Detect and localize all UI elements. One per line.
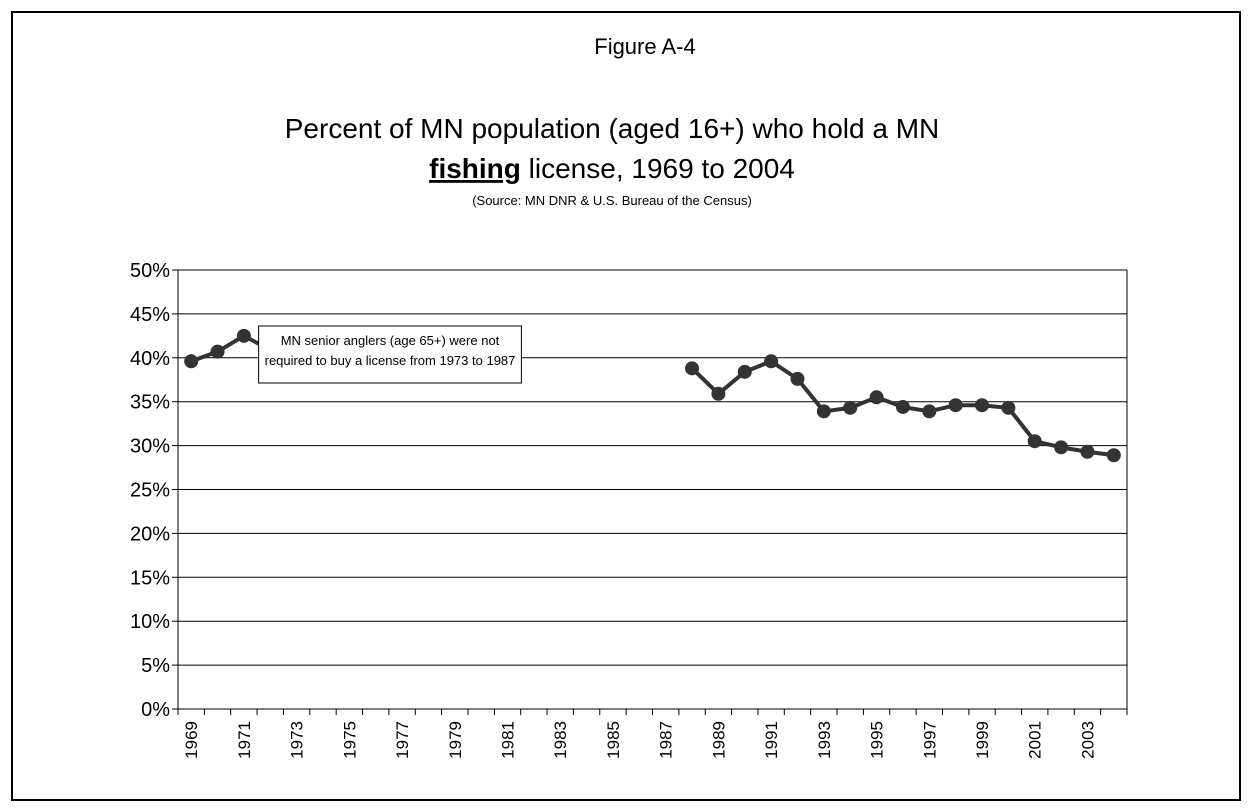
x-tick-label: 1991: [762, 721, 781, 759]
data-point: [895, 399, 910, 414]
data-point: [737, 364, 752, 379]
y-tick-label: 20%: [130, 523, 170, 545]
title-rest: license, 1969 to 2004: [521, 153, 795, 184]
annotation-text: MN senior anglers (age 65+) were not: [281, 333, 500, 348]
x-tick-label: 1979: [446, 721, 465, 759]
x-tick-label: 1977: [393, 721, 412, 759]
data-point: [1080, 444, 1095, 459]
data-point: [236, 328, 251, 343]
data-point: [1027, 434, 1042, 449]
data-point: [711, 386, 726, 401]
y-tick-label: 15%: [130, 567, 170, 589]
x-tick-label: 1995: [868, 721, 887, 759]
x-tick-label: 2001: [1026, 721, 1045, 759]
x-tick-label: 1993: [815, 721, 834, 759]
annotation-text: required to buy a license from 1973 to 1…: [265, 353, 516, 368]
x-tick-label: 1983: [551, 721, 570, 759]
data-point: [210, 344, 225, 359]
x-tick-label: 1981: [499, 721, 518, 759]
x-tick-label: 1999: [973, 721, 992, 759]
data-point: [1001, 400, 1016, 415]
x-tick-label: 1969: [182, 721, 201, 759]
y-tick-label: 25%: [130, 480, 170, 502]
data-point: [184, 354, 199, 369]
chart-title: Percent of MN population (aged 16+) who …: [285, 113, 940, 144]
x-tick-label: 1989: [709, 721, 728, 759]
annotation: MN senior anglers (age 65+) were not requ…: [258, 325, 522, 384]
y-tick-label: 45%: [130, 304, 170, 326]
data-point: [816, 404, 831, 419]
y-tick-label: 5%: [141, 655, 170, 677]
data-point: [869, 390, 884, 405]
annotation-box: [258, 325, 522, 384]
data-point: [975, 398, 990, 413]
x-tick-label: 1975: [340, 721, 359, 759]
data-point: [843, 400, 858, 415]
y-tick-label: 35%: [130, 392, 170, 414]
y-tick-label: 10%: [130, 611, 170, 633]
data-point: [1054, 440, 1069, 455]
data-point: [922, 404, 937, 419]
x-tick-label: 1985: [604, 721, 623, 759]
data-point: [948, 398, 963, 413]
x-tick-label: 1971: [235, 721, 254, 759]
y-tick-label: 40%: [130, 348, 170, 370]
data-point: [790, 371, 805, 386]
x-tick-label: 1997: [920, 721, 939, 759]
y-tick-label: 50%: [130, 260, 170, 282]
y-tick-label: 30%: [130, 436, 170, 458]
x-tick-label: 2003: [1078, 721, 1097, 759]
data-point: [764, 354, 779, 369]
data-point: [685, 361, 700, 376]
title-emphasis: fishing: [429, 153, 521, 184]
chart-title-line2: fishing license, 1969 to 2004: [429, 153, 795, 184]
x-tick-label: 1973: [288, 721, 307, 759]
data-point: [1106, 448, 1121, 463]
x-tick-label: 1987: [657, 721, 676, 759]
chart-subtitle: (Source: MN DNR & U.S. Bureau of the Cen…: [472, 193, 752, 208]
y-tick-label: 0%: [141, 699, 170, 721]
chart-frame: [11, 11, 1241, 801]
figure-label: Figure A-4: [594, 34, 696, 59]
